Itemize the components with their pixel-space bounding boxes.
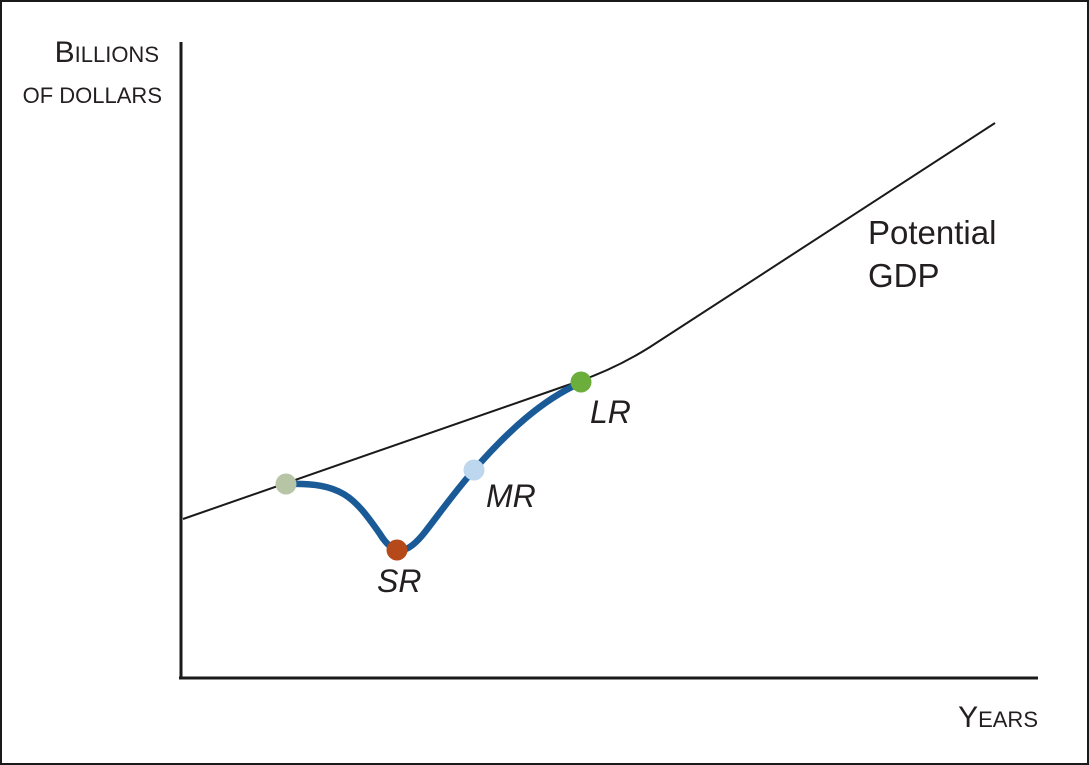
short-run-label: SR — [377, 563, 421, 599]
potential-gdp-label-line1: Potential — [868, 214, 996, 251]
potential-gdp-line — [182, 122, 996, 520]
x-axis-label: YEARS — [958, 701, 1038, 734]
long-run-label: LR — [590, 394, 631, 430]
y-axis-label-line2: OF DOLLARS — [23, 83, 162, 108]
y-axis-label-line1: BILLIONS — [55, 36, 159, 69]
potential-gdp-label-line2: GDP — [868, 257, 940, 294]
recovery-path — [282, 379, 584, 554]
short-run-point — [386, 539, 408, 561]
medium-run-point — [463, 459, 485, 481]
long-run-point — [570, 371, 592, 393]
medium-run-label: MR — [486, 478, 536, 514]
start-point — [275, 473, 297, 495]
